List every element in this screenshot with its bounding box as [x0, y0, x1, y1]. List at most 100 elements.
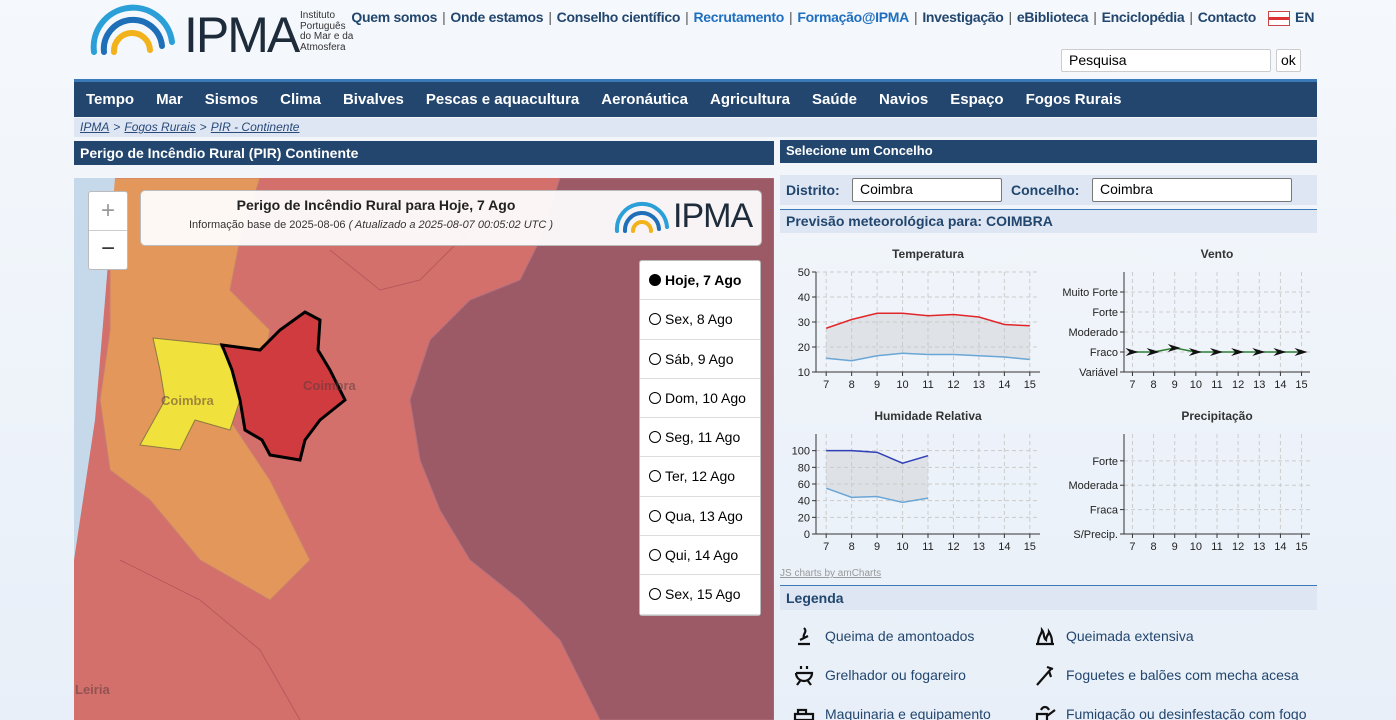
nav-item[interactable]: Tempo [86, 91, 135, 108]
nav-item[interactable]: Navios [879, 91, 929, 108]
info-title: Perigo de Incêndio Rural para Hoje, 7 Ag… [236, 197, 516, 213]
crumb-link[interactable]: PIR - Continente [210, 120, 300, 134]
x-tick-label: 13 [1253, 379, 1265, 391]
top-link[interactable]: Investigação [922, 9, 1004, 25]
day-option[interactable]: Sex, 15 Ago [640, 575, 760, 615]
place-label: Coimbra [161, 393, 215, 408]
legend-label: Grelhador ou fogareiro [825, 667, 966, 683]
municipality-select[interactable]: Coimbra [1092, 178, 1292, 202]
day-option[interactable]: Dom, 10 Ago [640, 379, 760, 419]
day-option[interactable]: Qui, 14 Ago [640, 536, 760, 576]
top-link[interactable]: Formação@IPMA [797, 9, 909, 25]
municipality-label: Concelho: [1011, 182, 1080, 198]
nav-item[interactable]: Espaço [950, 91, 1004, 108]
top-link[interactable]: Recrutamento [693, 9, 784, 25]
radio [649, 431, 661, 444]
wind-marker [1167, 344, 1181, 352]
radio [649, 549, 661, 562]
nav-item[interactable]: Agricultura [709, 91, 790, 108]
language-link[interactable]: EN [1295, 9, 1315, 25]
top-link[interactable]: Quem somos [351, 9, 438, 25]
day-option[interactable]: Hoje, 7 Ago [640, 261, 760, 301]
crumb-link[interactable]: IPMA [80, 120, 110, 134]
legend-icon [1036, 665, 1054, 686]
range-band [826, 450, 928, 503]
radio [649, 274, 661, 286]
search-input[interactable]: Pesquisa [1061, 49, 1271, 72]
x-tick-label: 11 [1211, 541, 1222, 553]
institute-line: Português [300, 20, 346, 32]
search-button[interactable]: ok [1276, 49, 1301, 72]
axes [1123, 272, 1310, 373]
separator: | [1008, 9, 1013, 25]
day-label: Hoje, 7 Ago [665, 272, 742, 288]
chart-title: Precipitação [1181, 409, 1252, 423]
top-link[interactable]: Conselho científico [556, 9, 681, 25]
axes [815, 434, 1040, 535]
separator: > [113, 120, 121, 134]
x-tick-label: 11 [922, 541, 933, 553]
x-tick-label: 15 [1024, 541, 1036, 553]
nav-item[interactable]: Mar [156, 91, 183, 108]
x-tick-label: 8 [849, 541, 855, 553]
nav-item[interactable]: Fogos Rurais [1025, 91, 1122, 108]
x-tick-label: 9 [1172, 379, 1178, 391]
radio [649, 509, 661, 522]
x-tick-label: 13 [973, 379, 985, 391]
day-option[interactable]: Qua, 13 Ago [640, 497, 760, 537]
separator: | [913, 9, 918, 25]
x-tick-label: 9 [874, 379, 880, 391]
chart-title: Vento [1201, 247, 1234, 261]
district-select[interactable]: Coimbra [852, 178, 1002, 202]
day-list: Hoje, 7 Ago Sex, 8 Ago Sáb, 9 Ago Dom, 10 A… [639, 260, 761, 616]
info-base: Informação base de 2025-08-06 [189, 219, 346, 231]
crumb-link[interactable]: Fogos Rurais [124, 120, 196, 134]
legend-label: Queimada extensiva [1066, 628, 1194, 644]
legend-icon [798, 627, 810, 646]
y-tick-label: Fraca [1090, 505, 1119, 517]
x-tick-label: 14 [1274, 379, 1286, 391]
day-option[interactable]: Sex, 8 Ago [640, 300, 760, 340]
place-label: Leiria [75, 682, 110, 697]
info-subtitle: Informação base de 2025-08-06 ( Atualiza… [189, 219, 553, 231]
nav-item[interactable]: Saúde [812, 91, 858, 108]
nav-item[interactable]: Aeronáutica [601, 91, 688, 108]
top-link[interactable]: Enciclopédia [1101, 9, 1185, 25]
y-tick-label: 50 [798, 267, 810, 279]
nav-item[interactable]: Sismos [204, 91, 259, 108]
nav-item[interactable]: Clima [280, 91, 321, 108]
zoom-out[interactable]: − [100, 235, 115, 262]
separator: | [1189, 9, 1193, 25]
x-tick-label: 9 [1172, 541, 1178, 553]
x-tick-label: 14 [998, 541, 1010, 553]
day-option[interactable]: Seg, 11 Ago [640, 418, 760, 458]
forecast-title: Previsão meteorológica para: COIMBRA [780, 209, 1317, 233]
y-tick-label: 100 [792, 446, 810, 458]
y-tick-label: 0 [804, 529, 810, 541]
info-logo-icon [614, 201, 669, 233]
day-option[interactable]: Sáb, 9 Ago [640, 340, 760, 379]
map-title: Perigo de Incêndio Rural (PIR) Continent… [74, 141, 774, 165]
x-tick-label: 10 [1190, 379, 1202, 391]
top-link[interactable]: Contacto [1197, 9, 1257, 25]
y-tick-label: 80 [798, 462, 810, 474]
x-tick-label: 7 [1129, 541, 1135, 553]
x-tick-label: 12 [947, 541, 959, 553]
x-tick-label: 13 [1253, 541, 1265, 553]
top-link[interactable]: Onde estamos [450, 9, 544, 25]
x-tick-label: 8 [1151, 541, 1157, 553]
y-tick-label: Fraco [1090, 347, 1118, 359]
day-option[interactable]: Ter, 12 Ago [640, 457, 760, 497]
day-label: Qui, 14 Ago [665, 547, 739, 564]
x-tick-label: 7 [823, 541, 829, 553]
chart-credit[interactable]: JS charts by amCharts [780, 568, 882, 579]
top-links: Quem somos | Onde estamos | Conselho científ… [351, 9, 1256, 25]
series-line [826, 449, 929, 464]
y-tick-label: 20 [798, 512, 810, 524]
nav-item[interactable]: Pescas e aquacultura [425, 91, 580, 108]
nav-item[interactable]: Bivalves [342, 91, 404, 108]
zoom-in[interactable]: + [89, 192, 127, 231]
wind-marker [1294, 348, 1308, 356]
top-link[interactable]: eBiblioteca [1016, 9, 1089, 25]
y-tick-label: 20 [798, 342, 810, 354]
